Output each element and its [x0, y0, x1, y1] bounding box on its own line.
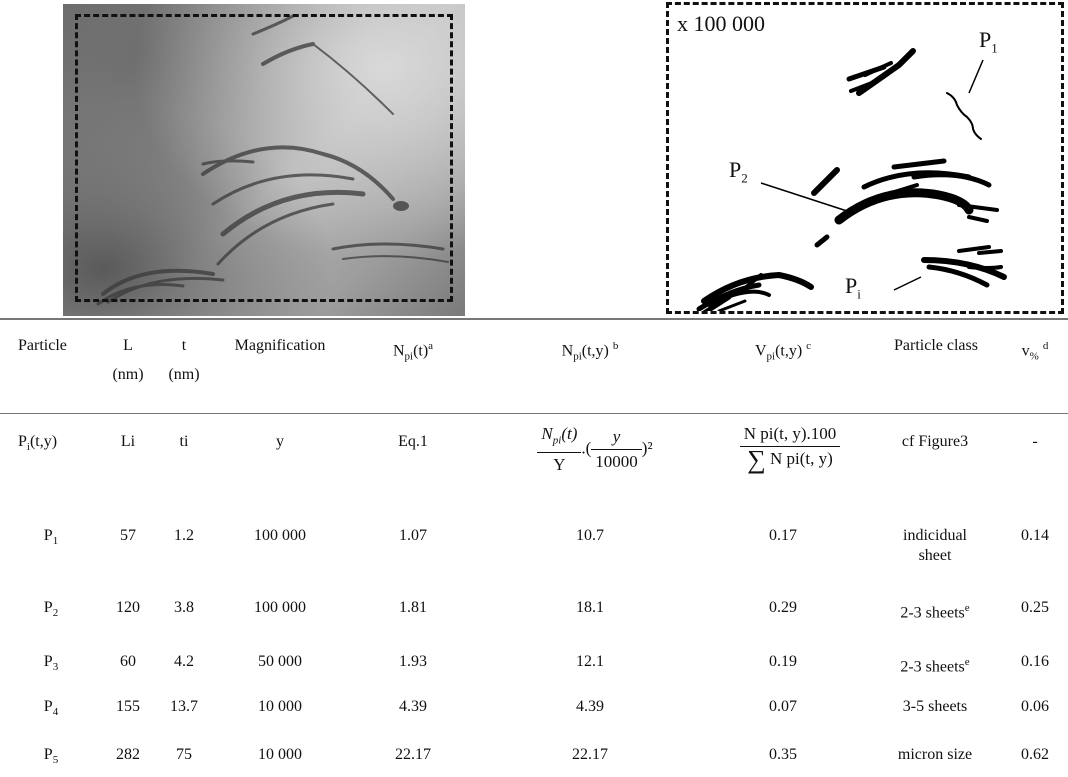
- row-particle: P2: [43, 599, 59, 620]
- row-npi-ty: 4.39: [576, 698, 604, 715]
- row-npi-ty: 10.7: [576, 527, 604, 544]
- row-v-percent: 0.62: [1021, 746, 1049, 763]
- row-particle: P1: [43, 527, 59, 548]
- row-vpi-ty: 0.17: [769, 527, 797, 544]
- npi-ty-fraction: Npi(t) Y: [537, 424, 582, 475]
- row-L: 120: [116, 599, 140, 616]
- formula-particle-class: cf Figure3: [901, 433, 969, 450]
- row-v-percent: 0.06: [1021, 698, 1049, 715]
- row-magnification: 50 000: [258, 653, 302, 670]
- row-magnification: 100 000: [254, 599, 306, 616]
- row-vpi-ty: 0.29: [769, 599, 797, 616]
- header-particle-class: Particle class: [894, 337, 978, 354]
- formula-npi-t: Eq.1: [398, 433, 428, 450]
- row-npi-t: 4.39: [399, 698, 427, 715]
- row-t: 75: [176, 746, 192, 763]
- row-t: 1.2: [174, 527, 194, 544]
- row-magnification: 100 000: [254, 527, 306, 544]
- row-npi-t: 1.93: [399, 653, 427, 670]
- row-t: 4.2: [174, 653, 194, 670]
- row-vpi-ty: 0.07: [769, 698, 797, 715]
- header-magnification: Magnification: [234, 337, 326, 354]
- row-npi-t: 1.07: [399, 527, 427, 544]
- row-L: 282: [116, 746, 140, 763]
- row-L: 155: [116, 698, 140, 715]
- magnification-ratio-fraction: y 10000: [591, 427, 642, 472]
- row-particle-class: 3-5 sheets: [902, 698, 968, 715]
- row-L: 60: [120, 653, 136, 670]
- row-v-percent: 0.14: [1021, 527, 1049, 544]
- micrograph-particles: [96, 14, 449, 306]
- header-t: t (nm): [168, 337, 200, 383]
- row-npi-ty: 18.1: [576, 599, 604, 616]
- row-vpi-ty: 0.19: [769, 653, 797, 670]
- header-npi-t: Npi(t)a: [392, 340, 434, 363]
- row-particle: P3: [43, 653, 59, 674]
- row-npi-ty: 12.1: [576, 653, 604, 670]
- particle-label-p1: P1: [979, 27, 998, 56]
- formula-L: Li: [120, 433, 136, 450]
- formula-particle: Pi(t,y): [18, 433, 58, 454]
- row-particle-class: indicidual sheet: [903, 527, 967, 564]
- header-vpi-ty: Vpi(t,y) c: [754, 340, 812, 363]
- table-top-rule: [0, 318, 1068, 320]
- row-particle-class: 2-3 sheetse: [900, 656, 970, 676]
- header-L: L (nm): [112, 337, 144, 383]
- formula-vpi-ty: N pi(t, y).100 ∑ N pi(t, y): [715, 424, 865, 473]
- row-v-percent: 0.25: [1021, 599, 1049, 616]
- formula-v-percent: -: [1032, 433, 1038, 450]
- micrograph-dashed-frame: [75, 14, 453, 302]
- row-L: 57: [120, 527, 136, 544]
- row-v-percent: 0.16: [1021, 653, 1049, 670]
- row-particle: P4: [43, 698, 59, 719]
- row-npi-t: 1.81: [399, 599, 427, 616]
- row-vpi-ty: 0.35: [769, 746, 797, 763]
- header-v-percent: v% d: [1021, 340, 1049, 363]
- formula-npi-ty: Npi(t) Y .( y 10000 )²: [510, 424, 680, 475]
- row-magnification: 10 000: [258, 746, 302, 763]
- formula-magnification: y: [276, 433, 284, 450]
- particle-schematic: x 100 000: [666, 2, 1064, 314]
- row-npi-t: 22.17: [395, 746, 431, 763]
- formula-t: ti: [179, 433, 189, 450]
- row-particle-class: 2-3 sheetse: [900, 602, 970, 622]
- table-header-rule: [0, 413, 1068, 414]
- row-particle: P5: [43, 746, 59, 767]
- magnification-label: x 100 000: [677, 11, 765, 36]
- header-particle: Particle: [18, 337, 67, 354]
- vpi-ty-fraction: N pi(t, y).100 ∑ N pi(t, y): [739, 424, 841, 473]
- particle-label-pi: Pi: [845, 273, 861, 302]
- row-magnification: 10 000: [258, 698, 302, 715]
- tem-micrograph-image: [63, 4, 465, 316]
- row-t: 13.7: [170, 698, 198, 715]
- particle-label-p2: P2: [729, 157, 748, 186]
- row-npi-ty: 22.17: [572, 746, 608, 763]
- row-particle-class: micron size: [897, 746, 973, 763]
- header-npi-ty: Npi(t,y) b: [561, 340, 619, 363]
- row-t: 3.8: [174, 599, 194, 616]
- schematic-particles: [696, 48, 1007, 311]
